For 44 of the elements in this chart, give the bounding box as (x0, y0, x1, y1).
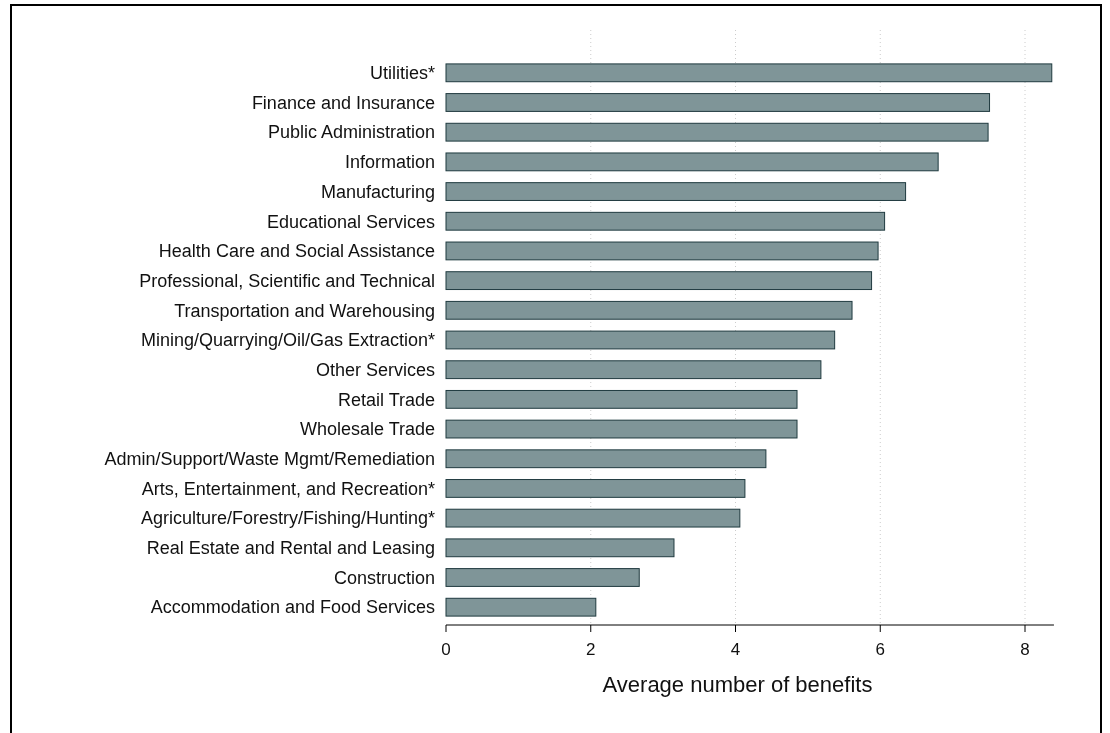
y-tick-label: Agriculture/Forestry/Fishing/Hunting* (140, 508, 435, 529)
bar (445, 63, 1053, 83)
y-tick-label: Transportation and Warehousing (174, 300, 435, 321)
y-tick-label: Real Estate and Rental and Leasing (146, 538, 435, 559)
bar (445, 419, 798, 439)
x-tick-label: 2 (586, 640, 596, 659)
bar (445, 479, 746, 498)
bar (445, 211, 886, 231)
y-tick-label: Admin/Support/Waste Mgmt/Remediation (104, 449, 435, 470)
bar (445, 152, 939, 172)
y-tick-label: Finance and Insurance (251, 92, 435, 113)
bar (445, 122, 989, 142)
y-tick-label: Health Care and Social Assistance (158, 241, 435, 262)
y-tick-label: Wholesale Trade (299, 419, 435, 440)
y-tick-label: Utilities* (369, 63, 435, 84)
y-tick-label: Arts, Entertainment, and Recreation* (141, 478, 435, 499)
bar (445, 360, 822, 380)
y-tick-label: Information (344, 152, 435, 173)
y-tick-label: Mining/Quarrying/Oil/Gas Extraction* (140, 330, 435, 351)
y-tick-label: Retail Trade (337, 389, 435, 410)
y-tick-label: Public Administration (267, 122, 435, 143)
bar (445, 508, 741, 528)
y-tick-label: Other Services (315, 359, 435, 380)
bar (445, 538, 675, 558)
y-tick-label: Professional, Scientific and Technical (139, 270, 435, 291)
y-tick-label: Construction (333, 567, 435, 588)
bar (445, 330, 836, 350)
bar (445, 241, 879, 261)
y-tick-label: Manufacturing (320, 181, 435, 202)
x-axis-title: Average number of benefits (602, 672, 873, 697)
bar (445, 93, 991, 112)
bar (445, 389, 798, 409)
bar (445, 182, 907, 201)
bar (445, 271, 873, 291)
x-tick-label: 6 (875, 640, 885, 659)
x-tick-label: 4 (730, 640, 741, 659)
y-tick-label: Accommodation and Food Services (150, 597, 435, 618)
bar (445, 597, 597, 617)
y-tick-label: Educational Services (266, 211, 435, 232)
bar (445, 300, 853, 320)
x-tick-label: 0 (441, 640, 451, 659)
x-tick-label: 8 (1020, 640, 1030, 659)
bar (445, 449, 767, 469)
bar (445, 568, 640, 587)
